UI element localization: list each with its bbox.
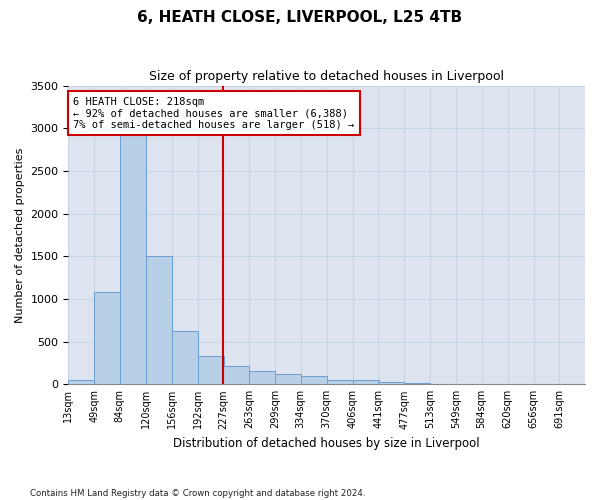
Bar bbox=[275, 374, 301, 384]
Bar bbox=[353, 380, 379, 384]
Bar bbox=[249, 370, 275, 384]
Bar bbox=[327, 380, 353, 384]
Bar bbox=[120, 132, 146, 384]
Title: Size of property relative to detached houses in Liverpool: Size of property relative to detached ho… bbox=[149, 70, 504, 83]
Bar bbox=[198, 356, 224, 384]
Bar bbox=[301, 376, 327, 384]
X-axis label: Distribution of detached houses by size in Liverpool: Distribution of detached houses by size … bbox=[173, 437, 480, 450]
Bar bbox=[68, 380, 94, 384]
Text: Contains HM Land Registry data © Crown copyright and database right 2024.: Contains HM Land Registry data © Crown c… bbox=[30, 488, 365, 498]
Text: 6, HEATH CLOSE, LIVERPOOL, L25 4TB: 6, HEATH CLOSE, LIVERPOOL, L25 4TB bbox=[137, 10, 463, 25]
Bar bbox=[404, 383, 430, 384]
Bar bbox=[172, 332, 198, 384]
Text: 6 HEATH CLOSE: 218sqm
← 92% of detached houses are smaller (6,388)
7% of semi-de: 6 HEATH CLOSE: 218sqm ← 92% of detached … bbox=[73, 96, 355, 130]
Bar bbox=[146, 256, 172, 384]
Bar bbox=[223, 366, 249, 384]
Y-axis label: Number of detached properties: Number of detached properties bbox=[15, 147, 25, 322]
Bar bbox=[378, 382, 404, 384]
Bar bbox=[94, 292, 121, 384]
